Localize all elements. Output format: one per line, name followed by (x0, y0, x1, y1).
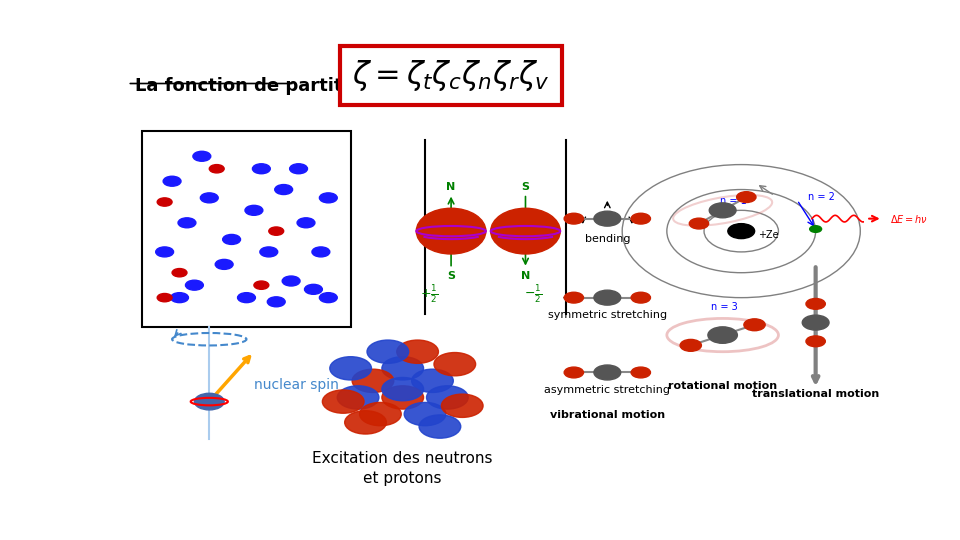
Text: S: S (447, 271, 455, 281)
Text: bending: bending (585, 233, 630, 244)
Text: N: N (521, 271, 530, 281)
Circle shape (803, 315, 829, 330)
Circle shape (382, 386, 423, 409)
Circle shape (312, 247, 330, 257)
Circle shape (290, 164, 307, 174)
Text: rotational motion: rotational motion (668, 381, 778, 391)
Circle shape (736, 192, 756, 202)
Circle shape (193, 151, 211, 161)
Circle shape (352, 369, 394, 393)
Circle shape (396, 340, 439, 363)
Circle shape (171, 293, 188, 302)
Circle shape (594, 211, 621, 226)
Circle shape (320, 193, 337, 203)
Circle shape (382, 357, 423, 380)
Ellipse shape (491, 208, 561, 254)
Circle shape (594, 290, 621, 305)
Circle shape (345, 411, 386, 434)
Circle shape (157, 198, 172, 206)
Circle shape (223, 234, 241, 245)
FancyBboxPatch shape (142, 131, 350, 327)
Circle shape (809, 226, 822, 232)
Text: $+\frac{1}{2}$: $+\frac{1}{2}$ (420, 283, 438, 305)
Circle shape (564, 367, 584, 378)
Circle shape (806, 336, 826, 347)
Circle shape (201, 193, 218, 203)
Text: translational motion: translational motion (752, 389, 879, 400)
Text: nuclear spin: nuclear spin (253, 378, 339, 392)
Circle shape (806, 299, 826, 309)
Text: n = 1: n = 1 (720, 196, 747, 206)
Circle shape (426, 386, 468, 409)
Circle shape (728, 224, 755, 239)
Circle shape (267, 297, 285, 307)
Circle shape (708, 327, 737, 343)
Circle shape (709, 203, 736, 218)
Circle shape (269, 227, 284, 235)
Text: La fonction de partition: La fonction de partition (134, 77, 373, 95)
Circle shape (337, 386, 379, 409)
Circle shape (245, 205, 263, 215)
Text: N: N (446, 181, 456, 192)
Circle shape (172, 268, 187, 277)
Circle shape (178, 218, 196, 228)
Circle shape (434, 353, 475, 376)
Circle shape (323, 390, 364, 413)
Circle shape (564, 292, 584, 303)
Circle shape (382, 377, 423, 401)
Circle shape (215, 259, 233, 269)
Circle shape (594, 365, 621, 380)
Circle shape (744, 319, 765, 330)
Text: $\zeta = \zeta_t \zeta_c \zeta_n \zeta_r \zeta_v$: $\zeta = \zeta_t \zeta_c \zeta_n \zeta_r… (352, 58, 550, 93)
Circle shape (564, 213, 584, 224)
Circle shape (631, 292, 651, 303)
Text: vibrational motion: vibrational motion (550, 410, 665, 420)
Circle shape (209, 165, 224, 173)
Circle shape (689, 218, 708, 229)
Text: $-\frac{1}{2}$: $-\frac{1}{2}$ (524, 283, 542, 305)
Text: asymmetric stretching: asymmetric stretching (544, 385, 670, 395)
Circle shape (631, 367, 651, 378)
Circle shape (631, 213, 651, 224)
Circle shape (163, 176, 181, 186)
Text: Excitation des neutrons
et protons: Excitation des neutrons et protons (312, 451, 493, 487)
Circle shape (442, 394, 483, 417)
Ellipse shape (417, 208, 486, 254)
Text: n = 2: n = 2 (808, 192, 835, 202)
Circle shape (237, 293, 255, 302)
Text: $\Delta E = h\nu$: $\Delta E = h\nu$ (890, 213, 928, 225)
Circle shape (404, 402, 445, 426)
Circle shape (275, 185, 293, 194)
Circle shape (320, 293, 337, 302)
Circle shape (297, 218, 315, 228)
Text: S: S (521, 181, 530, 192)
Circle shape (304, 285, 323, 294)
Circle shape (260, 247, 277, 257)
Circle shape (157, 294, 172, 302)
Circle shape (367, 340, 409, 363)
Circle shape (282, 276, 300, 286)
Circle shape (252, 164, 271, 174)
Text: +Ze: +Ze (757, 230, 779, 240)
Circle shape (156, 247, 174, 257)
Circle shape (360, 402, 401, 426)
Circle shape (330, 357, 372, 380)
Circle shape (420, 415, 461, 438)
Text: symmetric stretching: symmetric stretching (548, 310, 667, 320)
Circle shape (680, 340, 702, 352)
Text: n = 3: n = 3 (711, 302, 738, 312)
Circle shape (253, 281, 269, 289)
Circle shape (412, 369, 453, 393)
Circle shape (185, 280, 204, 290)
Circle shape (194, 393, 224, 410)
